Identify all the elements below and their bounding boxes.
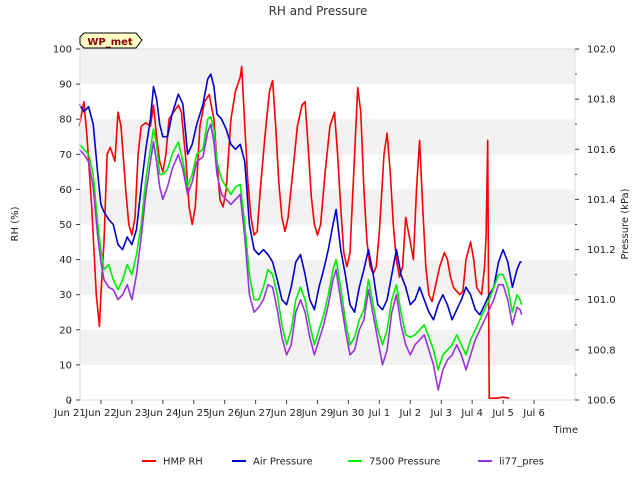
right-y-tick-label: 101.2 <box>587 245 616 256</box>
left-y-tick-label: 30 <box>59 290 72 301</box>
left-y-tick-label: 50 <box>59 220 72 231</box>
x-tick-label: Jul 2 <box>399 408 422 419</box>
x-tick-label: Jul 5 <box>491 408 514 419</box>
x-tick-label: Jun 28 <box>270 408 303 419</box>
series-line-hmp-rh <box>78 65 510 399</box>
right-y-axis-label: Pressure (kPa) <box>620 188 631 259</box>
series-line-7500-pressure <box>78 115 523 371</box>
left-y-axis: 0 10 20 30 40 50 60 70 80 90 100 <box>53 45 80 407</box>
legend: HMP RH Air Pressure 7500 Pressure li77_pres <box>142 457 544 468</box>
x-axis-label: Time <box>553 425 578 436</box>
grid-bands <box>80 49 575 400</box>
left-y-tick-label: 70 <box>59 150 72 161</box>
x-tick-label: Jun 25 <box>177 408 210 419</box>
grid-band <box>80 259 575 295</box>
x-tick-label: Jun 26 <box>208 408 241 419</box>
left-y-tick-label: 80 <box>59 115 72 126</box>
chart-title: RH and Pressure <box>269 4 368 18</box>
x-tick-label: Jun 24 <box>146 408 179 419</box>
x-tick-label: Jul 4 <box>460 408 483 419</box>
x-tick-label: Jun 29 <box>301 408 334 419</box>
grid-band <box>80 84 575 120</box>
grid-band <box>80 154 575 190</box>
left-y-tick-label: 60 <box>59 185 72 196</box>
x-tick-label: Jul 1 <box>368 408 391 419</box>
x-tick-label: Jul 6 <box>522 408 545 419</box>
x-tick-label: Jun 23 <box>115 408 148 419</box>
grid-band <box>80 329 575 365</box>
right-y-tick-label: 101.4 <box>587 195 616 206</box>
left-y-tick-label: 100 <box>53 45 72 56</box>
x-tick-label: Jul 3 <box>429 408 452 419</box>
station-badge: WP_met <box>79 32 143 49</box>
left-y-tick-label: 0 <box>66 396 72 407</box>
right-y-tick-label: 101.6 <box>587 145 616 156</box>
left-y-tick-label: 10 <box>59 360 72 371</box>
x-tick-label: Jun 30 <box>332 408 365 419</box>
right-y-tick-label: 101.0 <box>587 295 616 306</box>
left-y-tick-label: 40 <box>59 255 72 266</box>
legend-label-li77-pres: li77_pres <box>499 457 544 468</box>
left-y-tick-label: 20 <box>59 325 72 336</box>
station-badge-label: WP_met <box>87 37 133 48</box>
grid-band <box>80 364 575 400</box>
right-y-tick-label: 100.8 <box>587 345 616 356</box>
grid-band <box>80 189 575 225</box>
legend-label-hmp-rh: HMP RH <box>163 457 203 468</box>
right-y-tick-label: 102.0 <box>587 45 616 56</box>
left-y-tick-label: 90 <box>59 80 72 91</box>
grid-band <box>80 49 575 85</box>
right-y-tick-label: 101.8 <box>587 95 616 106</box>
left-y-axis-label: RH (%) <box>10 206 21 241</box>
x-tick-label: Jun 22 <box>84 408 117 419</box>
x-axis: Jun 21 Jun 22 Jun 23 Jun 24 Jun 25 Jun 26 Jun … <box>53 400 545 419</box>
legend-label-7500-pressure: 7500 Pressure <box>369 457 440 468</box>
legend-label-air-pressure: Air Pressure <box>253 457 313 468</box>
series-line-air-pressure <box>78 73 522 321</box>
right-y-tick-label: 100.6 <box>587 396 616 407</box>
x-tick-label: Jun 27 <box>239 408 272 419</box>
series-line-li77-pres <box>78 123 523 391</box>
right-y-axis: 100.6 100.8 101.0 101.2 101.4 101.6 101.8 102.0 <box>575 45 616 407</box>
x-tick-label: Jun 21 <box>53 408 86 419</box>
series-layer <box>78 65 523 399</box>
